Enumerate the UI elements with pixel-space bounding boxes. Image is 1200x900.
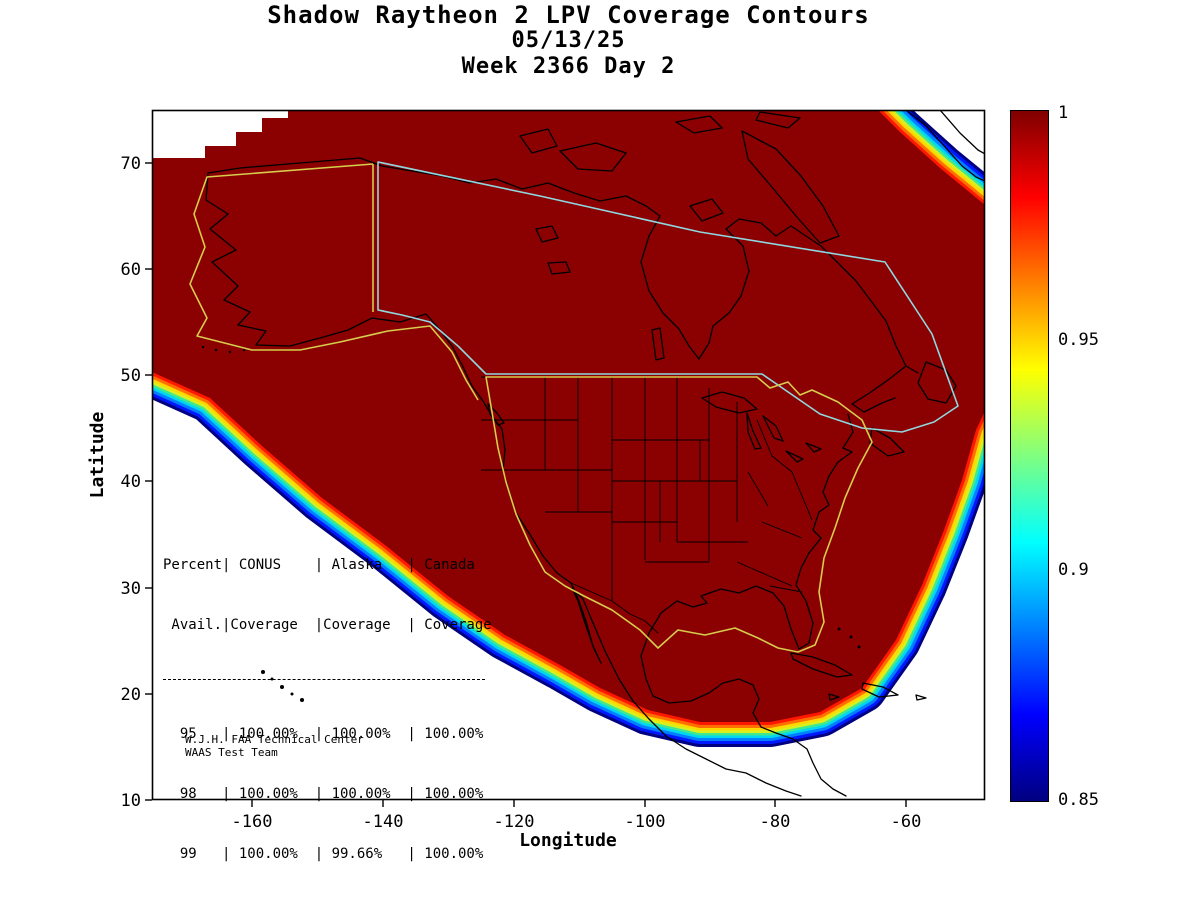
- colorbar-tick-label: 0.9: [1058, 560, 1089, 580]
- aleutian-island: [214, 348, 218, 352]
- x-tick-label: -60: [891, 812, 922, 832]
- chart-date: 05/13/25: [511, 28, 626, 53]
- x-tick-label: -100: [625, 812, 666, 832]
- credits-line2: WAAS Test Team: [185, 746, 278, 759]
- colorbar-tick-label: 0.95: [1058, 330, 1099, 350]
- east-gulf-coastline: [640, 413, 854, 797]
- northern-lakes-coastline: [535, 225, 665, 361]
- aleutian-island: [242, 348, 246, 352]
- vancouver-island-coastline: [487, 403, 505, 426]
- hawaii-island: [261, 670, 265, 674]
- chart-title: Shadow Raytheon 2 LPV Coverage Contours: [267, 1, 870, 29]
- title-block: Shadow Raytheon 2 LPV Coverage Contours …: [152, 2, 985, 80]
- caribbean-islands-coastline: [790, 652, 927, 701]
- table-header-line2: Avail.|Coverage |Coverage | Coverage: [163, 617, 492, 633]
- plot-border: [151, 109, 986, 801]
- bahamas-island: [837, 627, 841, 631]
- canada-boundary: [377, 161, 959, 433]
- y-tick-label: 30: [121, 579, 141, 599]
- colorbar: [1010, 110, 1049, 802]
- aleutian-island: [201, 345, 205, 349]
- coverage-region: [153, 111, 984, 722]
- arctic-islands-coastline: [519, 111, 840, 244]
- great-lakes-coastline: [701, 391, 822, 463]
- nova-scotia-coastline: [869, 427, 905, 457]
- coastlines: [201, 111, 984, 797]
- x-axis-label: Longitude: [519, 830, 617, 851]
- st-lawrence-coastline: [851, 365, 907, 413]
- newfoundland-coastline: [917, 361, 957, 404]
- colorbar-tick-label: 1: [1058, 103, 1069, 123]
- coverage-table: Percent| CONUS | Alaska | Canada Avail.|…: [163, 515, 492, 900]
- y-tick-label: 60: [121, 260, 141, 280]
- table-row-98: 98 | 100.00% | 100.00% | 100.00%: [163, 786, 484, 802]
- aleutian-island: [228, 350, 232, 354]
- table-header-line1: Percent| CONUS | Alaska | Canada: [163, 557, 475, 573]
- colorbar-tick-label: 0.85: [1058, 790, 1099, 810]
- hawaii-island: [280, 685, 284, 689]
- y-tick-label: 40: [121, 472, 141, 492]
- x-tick-label: -160: [232, 812, 273, 832]
- table-row-99: 99 | 100.00% | 99.66% | 100.00%: [163, 846, 484, 862]
- hawaii-island: [290, 692, 294, 696]
- x-tick-label: -80: [760, 812, 791, 832]
- bahamas-island: [857, 645, 861, 649]
- credits-line1: W.J.H. FAA Technical Center: [185, 733, 364, 746]
- x-tick-label: -120: [494, 812, 535, 832]
- chart-week-day: Week 2366 Day 2: [461, 54, 676, 79]
- y-tick-label: 20: [121, 685, 141, 705]
- y-tick-label: 50: [121, 366, 141, 386]
- alaska-boundary: [189, 163, 479, 401]
- waas-boundaries: [189, 161, 959, 653]
- table-divider: [163, 679, 485, 680]
- x-tick-label: -140: [363, 812, 404, 832]
- y-tick-label: 10: [121, 791, 141, 811]
- greenland-coastline: [906, 111, 984, 182]
- conus-boundary: [485, 376, 873, 653]
- credits: W.J.H. FAA Technical Center WAAS Test Te…: [185, 733, 364, 759]
- west-coast-coastline: [205, 157, 802, 797]
- axis-tick-labels: -160 -140 -120 -100 -80 -60 70 60 50 40 …: [121, 154, 922, 832]
- bahamas-island: [849, 635, 853, 639]
- y-tick-label: 70: [121, 154, 141, 174]
- hawaii-island: [300, 698, 304, 702]
- table-row-95: 95 | 100.00% | 100.00% | 100.00%: [163, 726, 484, 742]
- axis-ticks: [145, 162, 907, 807]
- y-axis-label: Latitude: [87, 411, 108, 498]
